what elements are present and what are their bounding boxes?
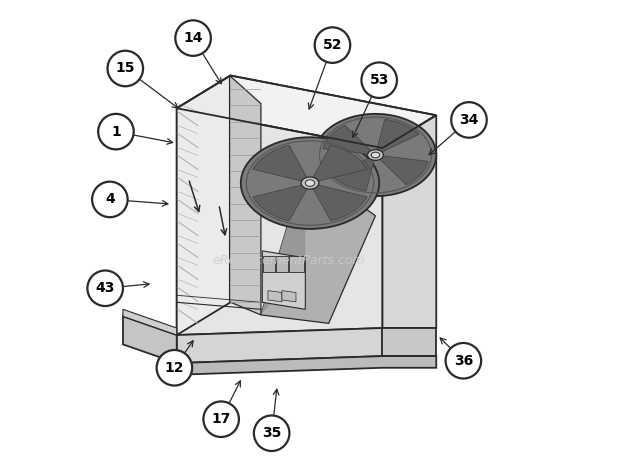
Text: 12: 12 <box>165 361 184 375</box>
Polygon shape <box>261 165 305 315</box>
Polygon shape <box>253 183 310 221</box>
Polygon shape <box>177 356 436 375</box>
Text: 34: 34 <box>459 113 479 127</box>
Text: 53: 53 <box>370 73 389 87</box>
Polygon shape <box>177 76 231 335</box>
Polygon shape <box>282 291 296 302</box>
Circle shape <box>446 343 481 378</box>
Polygon shape <box>262 251 305 310</box>
Polygon shape <box>268 291 282 302</box>
Text: eReplacementParts.com: eReplacementParts.com <box>213 254 365 267</box>
Polygon shape <box>376 119 419 155</box>
Ellipse shape <box>315 114 436 196</box>
Polygon shape <box>177 108 383 335</box>
Circle shape <box>92 182 128 217</box>
Circle shape <box>203 401 239 437</box>
Text: 14: 14 <box>184 31 203 45</box>
Polygon shape <box>383 115 436 328</box>
Polygon shape <box>123 310 177 335</box>
Polygon shape <box>277 256 288 272</box>
Polygon shape <box>123 316 177 363</box>
Text: 36: 36 <box>454 354 473 368</box>
Circle shape <box>157 350 192 386</box>
Text: 1: 1 <box>111 125 121 139</box>
Text: 4: 4 <box>105 192 115 206</box>
Text: 15: 15 <box>115 61 135 76</box>
Polygon shape <box>229 76 261 315</box>
Text: 52: 52 <box>322 38 342 52</box>
Ellipse shape <box>371 152 379 158</box>
Polygon shape <box>177 76 436 148</box>
Polygon shape <box>383 328 436 356</box>
Polygon shape <box>332 155 376 191</box>
Text: 35: 35 <box>262 426 281 440</box>
Polygon shape <box>261 165 376 323</box>
Ellipse shape <box>368 150 383 160</box>
Circle shape <box>175 20 211 56</box>
Polygon shape <box>310 145 367 183</box>
Circle shape <box>98 114 134 150</box>
Polygon shape <box>264 256 275 272</box>
Circle shape <box>451 102 487 138</box>
Ellipse shape <box>301 177 319 189</box>
Polygon shape <box>177 328 383 363</box>
Polygon shape <box>253 145 310 183</box>
Text: 43: 43 <box>95 281 115 295</box>
Polygon shape <box>310 183 367 221</box>
Circle shape <box>361 62 397 98</box>
Circle shape <box>87 271 123 306</box>
Circle shape <box>107 51 143 86</box>
Polygon shape <box>376 155 428 185</box>
Polygon shape <box>290 256 304 272</box>
Text: 17: 17 <box>211 412 231 426</box>
Circle shape <box>315 27 350 63</box>
Ellipse shape <box>305 180 315 186</box>
Circle shape <box>254 416 290 451</box>
Polygon shape <box>323 125 376 155</box>
Ellipse shape <box>241 137 379 229</box>
